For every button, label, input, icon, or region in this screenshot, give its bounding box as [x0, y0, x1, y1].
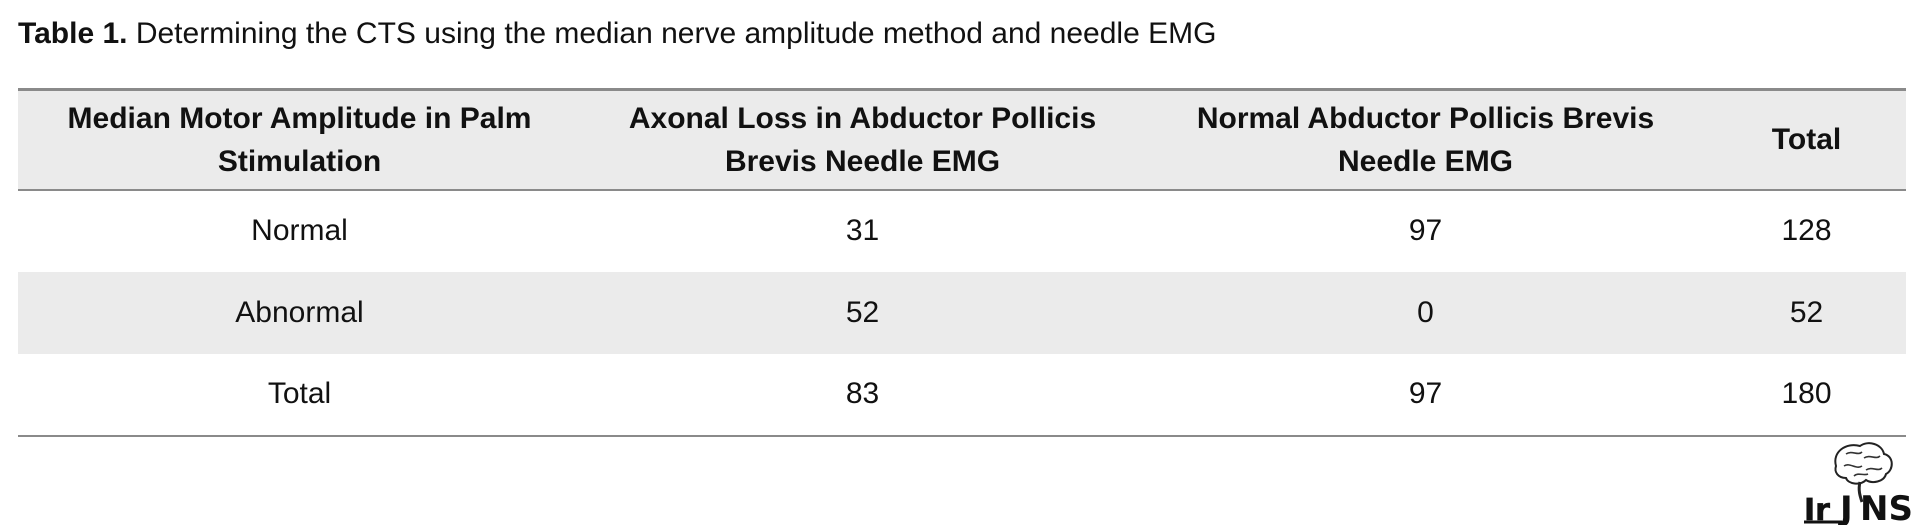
column-header-total: Total — [1707, 88, 1906, 191]
table-caption-text: Determining the CTS using the median ner… — [135, 17, 1217, 50]
svg-text:J: J — [1838, 489, 1853, 525]
data-table: Median Motor Amplitude in Palm Stimulati… — [18, 88, 1906, 437]
table-caption: Table 1. Determining the CTS using the m… — [18, 14, 1216, 54]
table-header-row: Median Motor Amplitude in Palm Stimulati… — [18, 88, 1906, 191]
table-cell: 52 — [845, 295, 880, 329]
svg-text:NS: NS — [1860, 489, 1912, 525]
column-header-median-motor-amplitude: Median Motor Amplitude in Palm Stimulati… — [18, 88, 581, 191]
table-cell: 97 — [1144, 353, 1707, 437]
table-cell: 52 — [1789, 295, 1824, 329]
table-row: Total 83 97 180 — [18, 353, 1906, 437]
table-caption-label: Table 1. — [18, 17, 128, 50]
column-header-normal-apb: Normal Abductor Pollicis Brevis Needle E… — [1144, 88, 1707, 191]
table-row: Abnormal 52 0 52 — [18, 271, 1906, 354]
table-cell: Abnormal — [235, 295, 364, 329]
table-cell: 31 — [845, 214, 880, 247]
svg-text:Ir: Ir — [1804, 493, 1830, 525]
table-cell: 83 — [581, 353, 1144, 437]
table-cell: 180 — [1707, 353, 1906, 437]
table-cell: Normal — [251, 214, 348, 247]
table-cell: 128 — [1781, 214, 1832, 247]
table-row: Normal 31 97 128 — [18, 190, 1906, 272]
brain-logo-icon: Ir J NS — [1804, 442, 1913, 529]
table-cell: 97 — [1408, 214, 1443, 247]
column-header-axonal-loss: Axonal Loss in Abductor Pollicis Brevis … — [581, 88, 1144, 191]
journal-logo: Ir J NS — [1802, 440, 1913, 529]
table-cell: 0 — [1417, 295, 1434, 329]
table-cell: Total — [18, 353, 581, 437]
